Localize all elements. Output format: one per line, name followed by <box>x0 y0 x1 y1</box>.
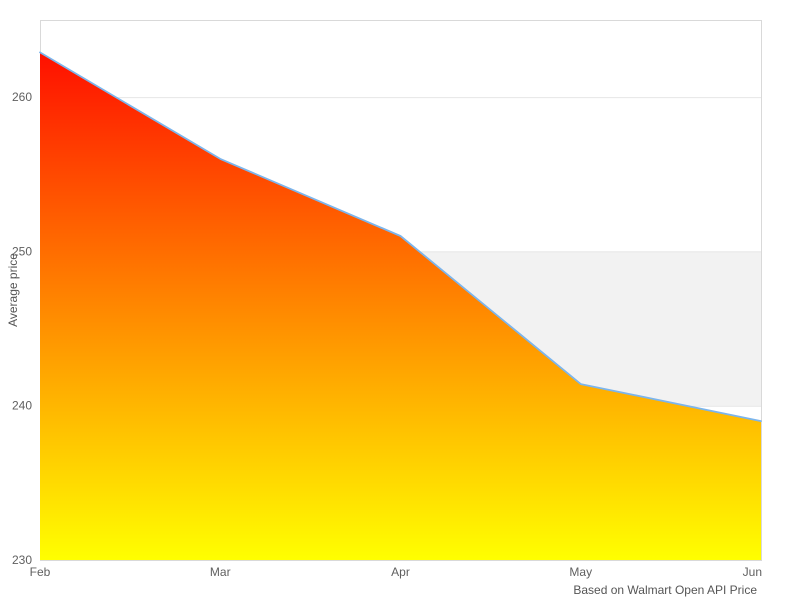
y-axis-tick-label: 260 <box>12 90 32 104</box>
x-axis-label: May <box>569 565 592 579</box>
x-axis-label: Apr <box>391 565 410 579</box>
y-axis-tick-label: 250 <box>12 244 32 258</box>
series-line <box>39 51 762 423</box>
y-axis-title: Average price <box>6 253 20 327</box>
x-axis-label: Mar <box>210 565 231 579</box>
x-axis-label: Jun <box>743 565 762 579</box>
chart-credits: Based on Walmart Open API Price <box>573 583 757 597</box>
area-fill <box>40 52 761 561</box>
y-axis-tick-label: 240 <box>12 399 32 413</box>
y-axis-tick-label: 230 <box>12 553 32 567</box>
x-axis-label: Feb <box>30 565 51 579</box>
